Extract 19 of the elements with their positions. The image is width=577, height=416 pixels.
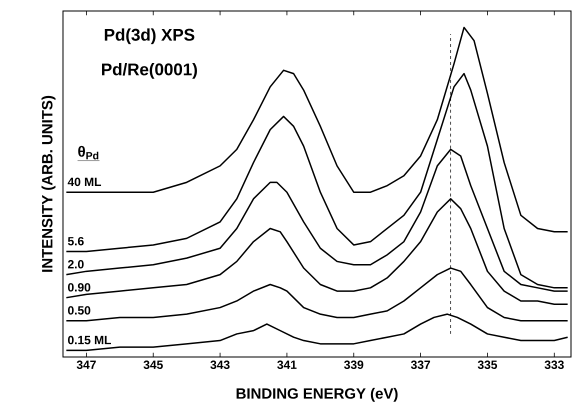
series-label: 2.0 [68, 260, 84, 268]
x-tick-label: 341 [277, 360, 297, 370]
x-tick-label: 337 [410, 360, 430, 370]
x-tick-label: 335 [478, 360, 498, 370]
x-tick-label: 333 [544, 360, 564, 370]
chart-title: Pd(3d) XPS [104, 28, 194, 44]
x-tick-label: 339 [344, 360, 364, 370]
series-label: 40 ML [68, 178, 102, 186]
x-tick-label: 343 [210, 360, 230, 370]
x-tick-label: 345 [144, 360, 163, 370]
text: Pd/Re(0001) [102, 62, 197, 79]
series-label: 5.6 [68, 236, 84, 246]
y-axis-title: INTENSITY (ARB. UNITS) [42, 96, 56, 272]
series-label: 0.90 [68, 283, 90, 292]
series-label: 0.50 [68, 306, 90, 315]
legend-title: θ$_{Pd}$ [78, 146, 98, 160]
series-label: 0.15 ML [68, 336, 112, 344]
x-tick-label: 347 [76, 360, 96, 370]
x-axis-title: BINDING ENERGY (eV) [236, 388, 398, 402]
